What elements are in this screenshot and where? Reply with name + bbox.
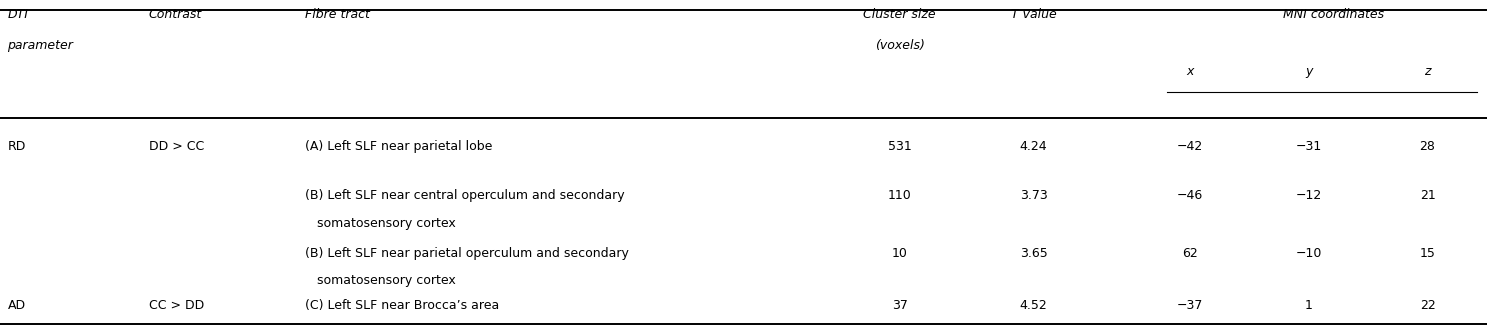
- Text: 3.65: 3.65: [1020, 247, 1047, 260]
- Text: 1: 1: [1304, 299, 1313, 312]
- Text: 531: 531: [888, 140, 912, 153]
- Text: DD > CC: DD > CC: [149, 140, 204, 153]
- Text: parameter: parameter: [7, 39, 73, 52]
- Text: 3.73: 3.73: [1020, 189, 1047, 202]
- Text: Fibre tract: Fibre tract: [305, 8, 370, 21]
- Text: T value: T value: [1011, 8, 1056, 21]
- Text: −37: −37: [1176, 299, 1203, 312]
- Text: RD: RD: [7, 140, 25, 153]
- Text: 10: 10: [892, 247, 907, 260]
- Text: x: x: [1187, 65, 1193, 78]
- Text: (voxels): (voxels): [874, 39, 925, 52]
- Text: −10: −10: [1295, 247, 1322, 260]
- Text: 28: 28: [1420, 140, 1435, 153]
- Text: MNI coordinates: MNI coordinates: [1282, 8, 1384, 21]
- Text: y: y: [1306, 65, 1312, 78]
- Text: 4.52: 4.52: [1020, 299, 1047, 312]
- Text: 37: 37: [892, 299, 907, 312]
- Text: (B) Left SLF near parietal operculum and secondary: (B) Left SLF near parietal operculum and…: [305, 247, 629, 260]
- Text: 4.24: 4.24: [1020, 140, 1047, 153]
- Text: somatosensory cortex: somatosensory cortex: [305, 274, 455, 287]
- Text: CC > DD: CC > DD: [149, 299, 204, 312]
- Text: −12: −12: [1295, 189, 1322, 202]
- Text: somatosensory cortex: somatosensory cortex: [305, 217, 455, 230]
- Text: Cluster size: Cluster size: [864, 8, 935, 21]
- Text: 62: 62: [1182, 247, 1197, 260]
- Text: 21: 21: [1420, 189, 1435, 202]
- Text: (C) Left SLF near Brocca’s area: (C) Left SLF near Brocca’s area: [305, 299, 500, 312]
- Text: −42: −42: [1176, 140, 1203, 153]
- Text: AD: AD: [7, 299, 25, 312]
- Text: DTI: DTI: [7, 8, 28, 21]
- Text: 15: 15: [1420, 247, 1435, 260]
- Text: Contrast: Contrast: [149, 8, 202, 21]
- Text: (A) Left SLF near parietal lobe: (A) Left SLF near parietal lobe: [305, 140, 492, 153]
- Text: (B) Left SLF near central operculum and secondary: (B) Left SLF near central operculum and …: [305, 189, 625, 202]
- Text: −46: −46: [1176, 189, 1203, 202]
- Text: z: z: [1425, 65, 1430, 78]
- Text: 110: 110: [888, 189, 912, 202]
- Text: 22: 22: [1420, 299, 1435, 312]
- Text: −31: −31: [1295, 140, 1322, 153]
